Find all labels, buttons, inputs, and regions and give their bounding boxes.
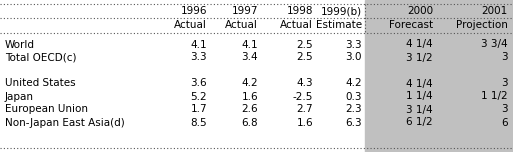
Text: 6.3: 6.3 [345,117,362,128]
Text: Projection: Projection [456,21,508,31]
Text: 4.2: 4.2 [242,78,258,88]
Text: 4.1: 4.1 [242,40,258,50]
Text: Japan: Japan [5,92,34,102]
Text: 4.3: 4.3 [297,78,313,88]
Text: 1998: 1998 [286,6,313,16]
Text: Non-Japan East Asia(d): Non-Japan East Asia(d) [5,117,125,128]
Text: -2.5: -2.5 [292,92,313,102]
Text: Actual: Actual [225,21,258,31]
Text: 4 1/4: 4 1/4 [406,40,433,50]
Text: 2.5: 2.5 [297,52,313,62]
Text: 6.8: 6.8 [242,117,258,128]
Text: 6 1/2: 6 1/2 [406,117,433,128]
Text: 2.6: 2.6 [242,105,258,114]
Text: 4.2: 4.2 [345,78,362,88]
Text: 4 1/4: 4 1/4 [406,78,433,88]
Text: 2.3: 2.3 [345,105,362,114]
Text: 1 1/2: 1 1/2 [481,92,508,102]
Text: 3: 3 [501,78,508,88]
Text: 1996: 1996 [181,6,207,16]
Text: 1 1/4: 1 1/4 [406,92,433,102]
Text: 2000: 2000 [407,6,433,16]
Text: 4.1: 4.1 [190,40,207,50]
Text: United States: United States [5,78,75,88]
Text: 0.3: 0.3 [345,92,362,102]
Text: Total OECD(c): Total OECD(c) [5,52,76,62]
Text: 3: 3 [501,105,508,114]
Text: 2.7: 2.7 [297,105,313,114]
Text: 1.6: 1.6 [297,117,313,128]
Text: 3.6: 3.6 [190,78,207,88]
Text: 3.4: 3.4 [242,52,258,62]
Text: 3 3/4: 3 3/4 [481,40,508,50]
Text: 6: 6 [501,117,508,128]
Text: World: World [5,40,35,50]
Text: 1999(b): 1999(b) [321,6,362,16]
Text: 8.5: 8.5 [190,117,207,128]
Text: 2001: 2001 [482,6,508,16]
Text: 3 1/4: 3 1/4 [406,105,433,114]
Text: 3.3: 3.3 [345,40,362,50]
Text: Actual: Actual [280,21,313,31]
Text: 1.7: 1.7 [190,105,207,114]
Text: 1.6: 1.6 [242,92,258,102]
Text: Actual: Actual [174,21,207,31]
Text: 5.2: 5.2 [190,92,207,102]
Text: Forecast: Forecast [389,21,433,31]
Text: 3 1/2: 3 1/2 [406,52,433,62]
Text: 2.5: 2.5 [297,40,313,50]
Text: 3: 3 [501,52,508,62]
Text: 1997: 1997 [231,6,258,16]
Text: European Union: European Union [5,105,88,114]
Text: 3.0: 3.0 [345,52,362,62]
Text: Estimate: Estimate [316,21,362,31]
Bar [365,0,513,152]
Text: 3.3: 3.3 [190,52,207,62]
